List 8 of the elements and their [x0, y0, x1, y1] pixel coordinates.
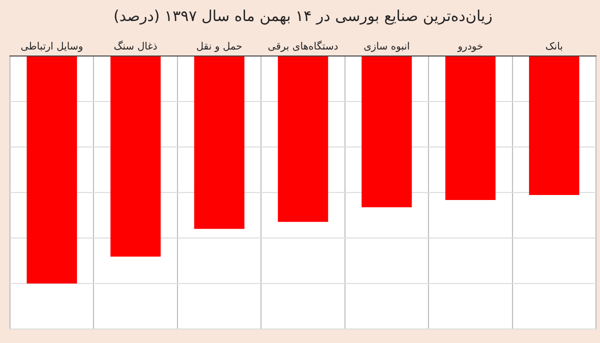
x-tick-label: حمل و نقل [196, 42, 242, 53]
chart-title: زیان‌ده‌ترین صنایع بورسی در ۱۴ بهمن ماه سال ۱۳۹۷ (درصد) [114, 6, 492, 25]
x-tick-label: دستگاه‌های برقی [268, 40, 338, 53]
x-tick-label: ذغال سنگ [114, 40, 158, 53]
x-tick-label: خودرو [456, 42, 484, 53]
x-tick-label: بانک [545, 42, 563, 53]
x-tick-label: انبوه سازی [364, 42, 410, 53]
x-tick-label: وسایل ارتباطی [20, 42, 84, 53]
